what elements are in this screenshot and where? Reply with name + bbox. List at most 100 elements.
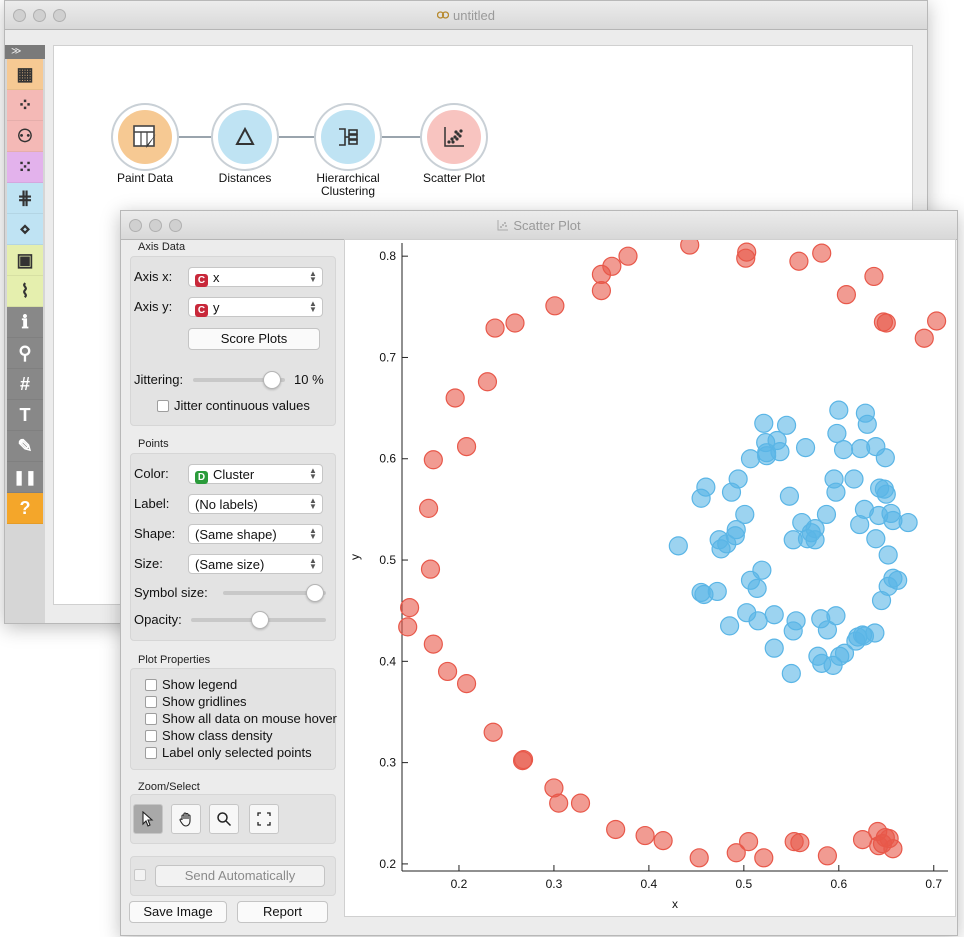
data-point [726,520,746,540]
scatter-plot-node-icon[interactable] [427,110,481,164]
node-paint-data[interactable]: Paint Data [95,110,195,185]
report-button[interactable]: Report [237,901,328,923]
tree-icon[interactable]: ⚇ [7,121,43,152]
show-class-density-checkbox[interactable] [145,730,157,742]
symbol-size-slider-handle[interactable] [305,584,324,602]
save-image-button[interactable]: Save Image [129,901,227,923]
distance-icon[interactable]: ⋄ [7,214,43,245]
label-combo[interactable]: (No labels) ▲ ▼ [188,494,323,514]
link-distances-clustering[interactable] [276,136,322,138]
opacity-slider-handle[interactable] [250,611,269,629]
data-table-icon[interactable]: ▦ [7,59,43,90]
data-point [456,674,477,694]
scatter-plot-svg[interactable]: 0.2 0.3 0.4 0.5 0.6 0.7 0.2 0.3 0.4 0.5 0.6 0.7 0.8 x… [345,235,955,916]
y-tick-label: 0.8 [379,249,396,263]
zoom-button[interactable] [169,219,182,232]
data-point [591,264,612,285]
data-point [779,486,800,506]
show-gridlines-checkbox[interactable] [145,696,157,708]
label-selected-checkbox[interactable] [145,747,157,759]
node-distances[interactable]: Distances [195,110,295,185]
main-titlebar: untitled [5,1,927,30]
minimize-button[interactable] [33,9,46,22]
scatter-titlebar: Scatter Plot [121,211,957,240]
data-point [826,606,846,626]
color-combo[interactable]: D Cluster ▲ ▼ [188,464,323,484]
search-icon[interactable]: ⚲ [7,338,43,369]
size-combo[interactable]: (Same size) ▲ ▼ [188,554,323,574]
auto-send-checkbox[interactable] [134,869,146,881]
symbol-size-slider[interactable] [223,591,326,595]
help-icon[interactable]: ? [7,493,43,524]
node-label: Scatter Plot [422,171,486,185]
data-point [418,498,439,518]
size-label: Size: [134,556,163,571]
image-icon[interactable]: ▣ [7,245,43,276]
select-tool-icon[interactable] [133,804,163,834]
data-point [866,529,886,549]
show-legend-checkbox[interactable] [145,679,157,691]
distances-node-icon[interactable] [218,110,272,164]
data-point [816,504,837,525]
send-automatically-button[interactable]: Send Automatically [155,865,325,887]
data-point [398,617,418,637]
data-point [836,285,856,305]
minimize-button[interactable] [149,219,162,232]
link-paintdata-distances[interactable] [172,136,218,138]
color-value: Cluster [213,467,255,482]
data-point [635,825,655,846]
pen-icon[interactable]: ✎ [7,431,43,462]
plot-properties-title: Plot Properties [138,654,211,666]
data-point [726,843,746,863]
data-point [876,313,896,333]
show-all-data-checkbox[interactable] [145,713,157,725]
distance-matrix-icon[interactable]: ⋕ [7,183,43,214]
data-point [445,388,465,408]
dna-icon[interactable]: ⌇ [7,276,43,307]
axis-data-title: Axis Data [138,241,186,253]
color-label: Color: [134,466,169,481]
data-point [805,530,825,550]
data-point [512,750,533,771]
node-hierarchical-clustering[interactable]: Hierarchical Clustering [298,110,398,198]
paint-data-node-icon[interactable] [118,110,172,164]
window-title-text: Scatter Plot [513,218,581,233]
data-point [653,831,673,851]
data-point [754,848,774,868]
text-icon[interactable]: T [7,400,43,431]
jitter-continuous-checkbox[interactable] [157,400,169,412]
x-tick-label: 0.3 [546,877,563,891]
jittering-slider-handle[interactable] [263,371,282,389]
shape-combo[interactable]: (Same shape) ▲ ▼ [188,524,323,544]
hash-icon[interactable]: # [7,369,43,400]
close-button[interactable] [13,9,26,22]
zoom-tool-icon[interactable] [209,804,239,834]
shape-label: Shape: [134,526,176,541]
axis-y-value: y [213,300,220,315]
discrete-badge: D [195,471,208,484]
pause-icon[interactable]: ❚❚ [7,462,43,493]
scatter-plot-area[interactable]: 0.2 0.3 0.4 0.5 0.6 0.7 0.2 0.3 0.4 0.5 0.6 0.7 0.8 x… [344,235,956,917]
size-value: (Same size) [195,557,265,572]
link-clustering-scatter[interactable] [380,136,430,138]
data-point [437,661,458,682]
scatter-plot-icon[interactable]: ⁘ [7,90,43,121]
zoom-button[interactable] [53,9,66,22]
close-button[interactable] [129,219,142,232]
scatter-dots-icon[interactable]: ⁙ [7,152,43,183]
data-point [570,793,591,813]
data-point [898,512,918,533]
reset-zoom-icon[interactable] [249,804,279,834]
node-scatter-plot[interactable]: Scatter Plot [404,110,504,185]
score-plots-button[interactable]: Score Plots [188,328,320,350]
updown-arrows-icon: ▲ ▼ [309,299,317,314]
pan-tool-icon[interactable] [171,804,201,834]
points-title: Points [138,438,169,450]
clustering-node-icon[interactable] [321,110,375,164]
jittering-slider[interactable] [193,378,285,382]
toolbox-collapse-button[interactable]: ≫ [5,45,45,59]
info-icon[interactable]: ℹ [7,307,43,338]
